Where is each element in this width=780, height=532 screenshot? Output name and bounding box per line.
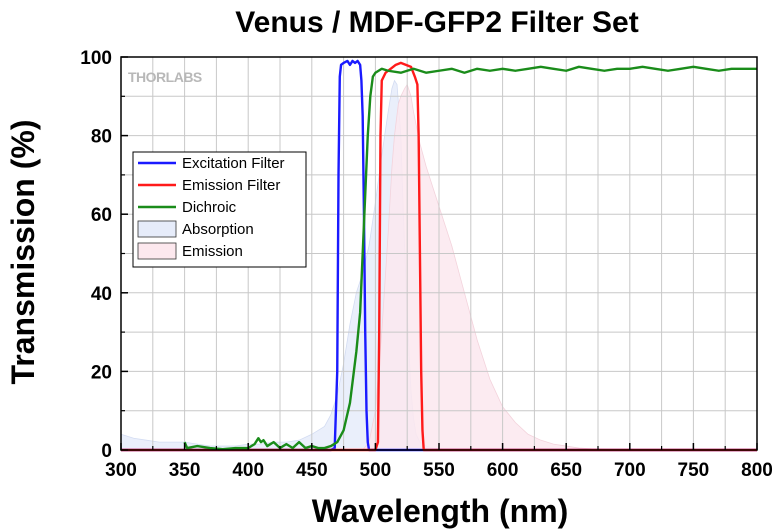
y-tick-label: 100 (80, 48, 112, 69)
legend-label: Dichroic (182, 199, 237, 216)
legend-label: Emission Filter (182, 177, 280, 194)
legend-swatch-emission (137, 242, 177, 260)
x-tick-label: 500 (360, 460, 392, 481)
axis-ticks: 300 350 400 450 500 550 600 650 700 750 800 0 20 40 60… (80, 48, 773, 481)
x-tick-label: 550 (423, 460, 455, 481)
legend-label: Absorption (182, 221, 254, 238)
legend-swatch-absorption (137, 220, 177, 238)
x-tick-label: 350 (169, 460, 201, 481)
x-tick-label: 800 (741, 460, 773, 481)
legend-label: Emission (182, 243, 243, 260)
chart-title: Venus / MDF-GFP2 Filter Set (235, 6, 638, 39)
series-excitation-filter-line (121, 59, 757, 452)
x-tick-label: 450 (296, 460, 328, 481)
x-tick-label: 400 (232, 460, 264, 481)
x-tick-label: 750 (678, 460, 710, 481)
line-series (121, 59, 757, 452)
y-tick-label: 60 (91, 205, 112, 226)
legend: Excitation Filter Emission Filter Dichroic… (132, 151, 307, 268)
series-emission-area (361, 83, 630, 451)
y-tick-label: 40 (91, 284, 112, 305)
x-tick-label: 650 (550, 460, 582, 481)
thorlabs-logo: THORLABS (128, 69, 202, 85)
y-tick-label: 20 (91, 362, 112, 383)
x-tick-label: 300 (105, 460, 137, 481)
series-dichroic-line (183, 65, 757, 451)
y-tick-label: 80 (91, 127, 112, 148)
series-emission-filter-line (121, 61, 757, 452)
x-tick-label: 700 (614, 460, 646, 481)
legend-label: Excitation Filter (182, 155, 285, 172)
y-tick-label: 0 (101, 441, 112, 462)
logo-text: THORLABS (128, 69, 202, 85)
y-axis-title: Transmission (%) (5, 120, 41, 385)
x-tick-label: 600 (487, 460, 519, 481)
x-axis-title: Wavelength (nm) (312, 493, 569, 529)
